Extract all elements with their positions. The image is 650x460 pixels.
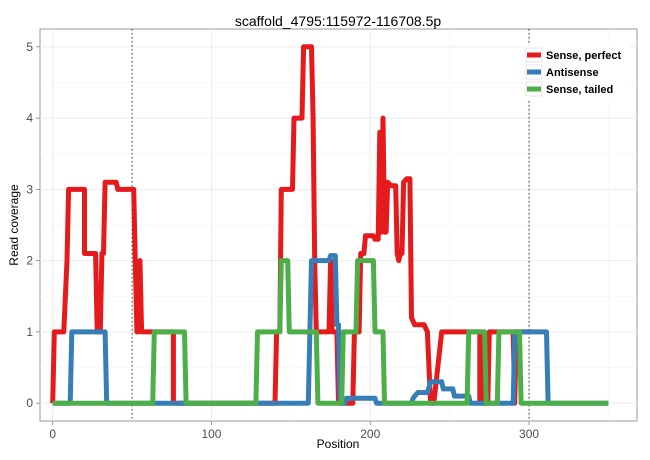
y-tick-label: 4 xyxy=(26,111,33,125)
y-axis-title: Read coverage xyxy=(7,184,21,266)
x-tick-label: 200 xyxy=(360,427,380,441)
legend-label: Sense, perfect xyxy=(546,50,622,62)
legend: Sense, perfect Antisense Sense, tailed xyxy=(524,45,630,100)
x-tick-label: 300 xyxy=(519,427,539,441)
y-tick-label: 1 xyxy=(26,325,33,339)
legend-label: Antisense xyxy=(546,67,599,79)
axes: 0 100 200 300 0 1 2 3 4 5 xyxy=(26,40,539,441)
y-tick-label: 2 xyxy=(26,254,33,268)
y-tick-label: 0 xyxy=(26,396,33,410)
series-layer xyxy=(50,44,609,406)
y-tick-label: 3 xyxy=(26,182,33,196)
legend-label: Sense, tailed xyxy=(546,84,613,96)
series-line xyxy=(52,258,609,406)
x-axis-title: Position xyxy=(317,437,360,451)
plot-title: scaffold_4795:115972-116708.5p xyxy=(235,13,442,29)
y-tick-label: 5 xyxy=(26,40,33,54)
x-tick-label: 100 xyxy=(201,427,221,441)
x-tick-label: 0 xyxy=(49,427,56,441)
